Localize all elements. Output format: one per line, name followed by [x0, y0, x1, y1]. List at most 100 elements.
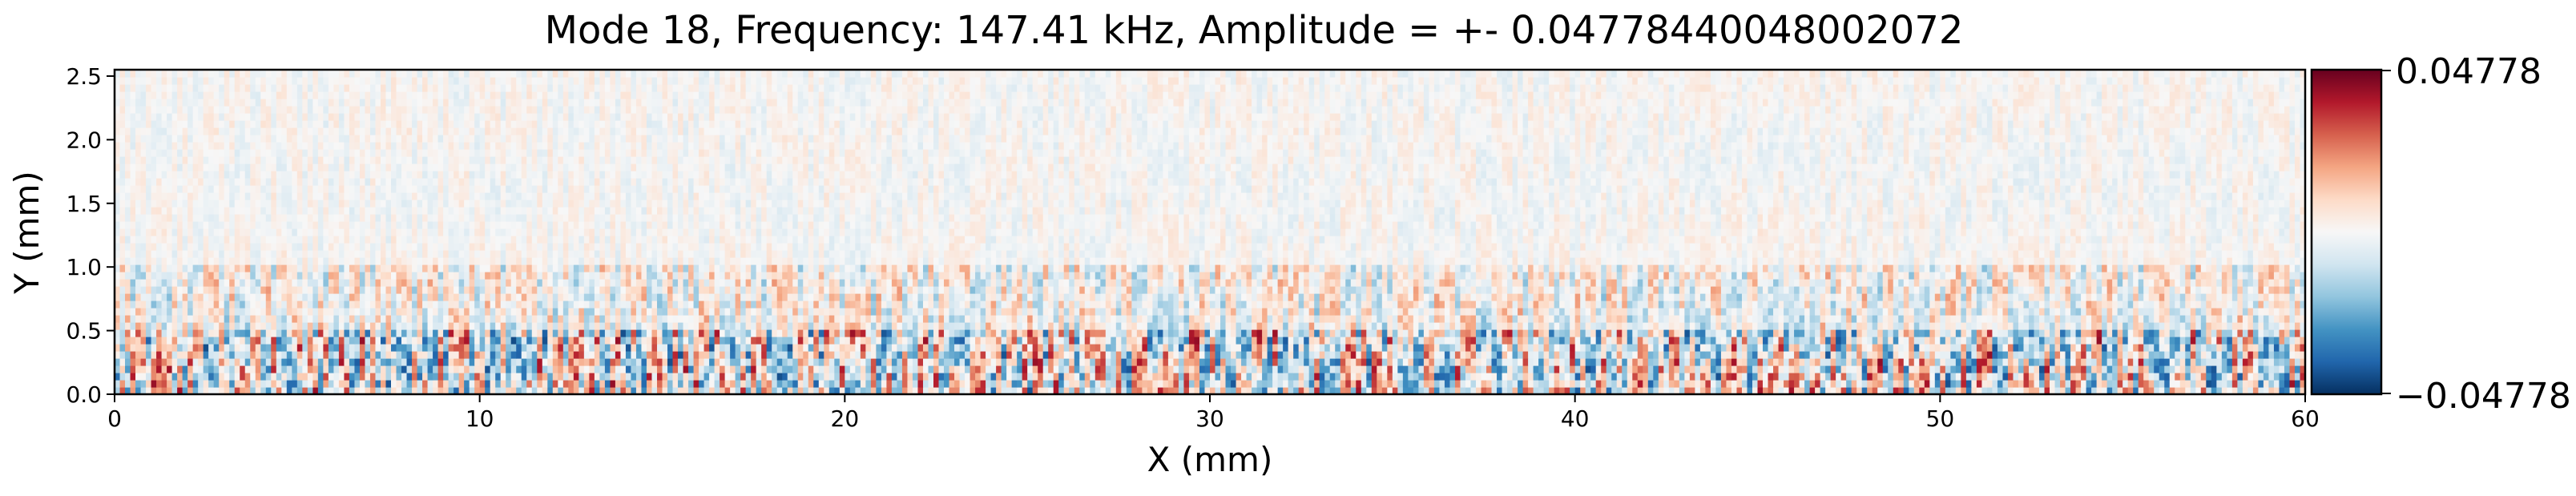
heatmap-cell: [2045, 344, 2050, 352]
heatmap-cell: [1726, 315, 1731, 323]
heatmap-cell: [1794, 344, 1800, 352]
heatmap-cell: [2013, 322, 2018, 330]
heatmap-cell: [266, 351, 272, 359]
heatmap-cell: [1789, 373, 1795, 381]
heatmap-cell: [1825, 351, 1831, 359]
heatmap-cell: [2029, 373, 2034, 381]
heatmap-cell: [323, 322, 329, 330]
heatmap-cell: [1820, 337, 1826, 345]
heatmap-cell: [2018, 344, 2024, 352]
heatmap-cell: [1127, 365, 1132, 373]
heatmap-cell: [2258, 358, 2264, 366]
heatmap-cell: [991, 344, 997, 352]
heatmap-cell: [1408, 329, 1413, 337]
heatmap-cell: [391, 322, 397, 330]
heatmap-cell: [740, 344, 746, 352]
heatmap-cell: [1611, 351, 1617, 359]
heatmap-cell: [772, 337, 777, 345]
heatmap-cell: [1992, 337, 1998, 345]
heatmap-cell: [2018, 373, 2024, 381]
heatmap-cell: [667, 373, 673, 381]
heatmap-cell: [1601, 337, 1606, 345]
heatmap-cell: [2066, 373, 2071, 381]
heatmap-cell: [725, 365, 731, 373]
heatmap-cell: [1873, 322, 1878, 330]
heatmap-cell: [417, 329, 423, 337]
heatmap-cell: [777, 337, 783, 345]
heatmap-cell: [1069, 351, 1074, 359]
heatmap-cell: [224, 322, 230, 330]
heatmap-cell: [683, 358, 689, 366]
heatmap-cell: [208, 329, 214, 337]
heatmap-cell: [2206, 380, 2211, 388]
heatmap-cell: [1199, 308, 1205, 316]
heatmap-cell: [704, 329, 710, 337]
heatmap-cell: [1862, 344, 1868, 352]
heatmap-cell: [694, 365, 699, 373]
heatmap-cell: [120, 337, 126, 345]
heatmap-cell: [2023, 329, 2029, 337]
heatmap-cell: [751, 344, 756, 352]
heatmap-cell: [740, 322, 746, 330]
heatmap-cell: [981, 373, 986, 381]
heatmap-cell: [1382, 373, 1388, 381]
heatmap-cell: [1768, 358, 1774, 366]
heatmap-cell: [1377, 373, 1382, 381]
heatmap-cell: [1247, 344, 1252, 352]
heatmap-cell: [1554, 380, 1560, 388]
heatmap-cell: [1523, 337, 1529, 345]
heatmap-cell: [792, 351, 798, 359]
heatmap-cell: [1012, 322, 1018, 330]
heatmap-cell: [829, 337, 835, 345]
heatmap-cell: [865, 365, 871, 373]
heatmap-cell: [1919, 308, 1925, 316]
heatmap-cell: [1288, 380, 1294, 388]
heatmap-cell: [412, 337, 417, 345]
heatmap-cell: [1314, 344, 1320, 352]
heatmap-cell: [459, 308, 465, 316]
heatmap-cell: [1883, 344, 1889, 352]
heatmap-cell: [1873, 315, 1878, 323]
heatmap-cell: [1528, 329, 1534, 337]
heatmap-cell: [657, 365, 663, 373]
heatmap-cell: [850, 365, 856, 373]
heatmap-cell: [756, 329, 762, 337]
heatmap-cell: [1721, 344, 1727, 352]
heatmap-cell: [2149, 373, 2155, 381]
heatmap-cell: [219, 329, 224, 337]
heatmap-cell: [495, 337, 501, 345]
heatmap-cell: [2050, 329, 2055, 337]
heatmap-cell: [651, 344, 657, 352]
heatmap-cell: [1700, 373, 1706, 381]
heatmap-cell: [1095, 373, 1101, 381]
heatmap-cell: [156, 380, 162, 388]
heatmap-cell: [401, 365, 407, 373]
heatmap-cell: [1465, 351, 1471, 359]
heatmap-cell: [1043, 322, 1049, 330]
heatmap-cell: [1534, 337, 1539, 345]
heatmap-cell: [1079, 380, 1085, 388]
heatmap-cell: [2066, 308, 2071, 316]
heatmap-cell: [1445, 365, 1450, 373]
heatmap-cell: [365, 358, 370, 366]
heatmap-cell: [1257, 358, 1263, 366]
heatmap-cell: [1241, 365, 1247, 373]
heatmap-cell: [1705, 344, 1711, 352]
heatmap-cell: [349, 373, 355, 381]
heatmap-cell: [599, 351, 605, 359]
heatmap-cell: [772, 373, 777, 381]
heatmap-cell: [1898, 351, 1904, 359]
heatmap-cell: [1064, 380, 1070, 388]
heatmap-cell: [229, 337, 235, 345]
heatmap-cell: [1721, 315, 1727, 323]
heatmap-cell: [1617, 380, 1623, 388]
heatmap-cell: [1715, 315, 1721, 323]
heatmap-cell: [1554, 344, 1560, 352]
heatmap-cell: [1231, 308, 1236, 316]
heatmap-cell: [1779, 351, 1784, 359]
heatmap-cell: [907, 365, 913, 373]
heatmap-cell: [1919, 329, 1925, 337]
heatmap-cell: [2029, 322, 2034, 330]
heatmap-cell: [720, 315, 725, 323]
heatmap-cell: [1919, 380, 1925, 388]
